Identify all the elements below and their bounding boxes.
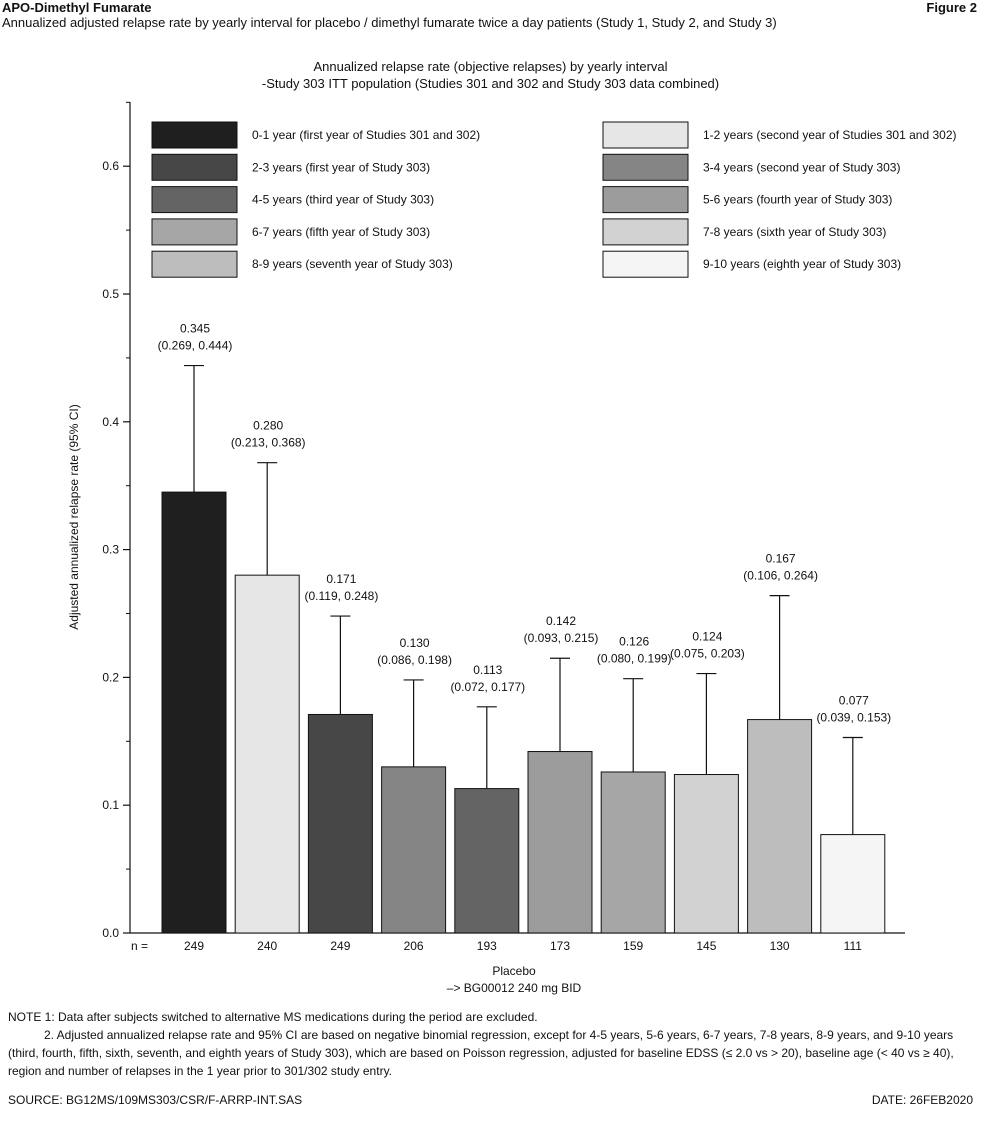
data-label-value: 0.142 (546, 614, 576, 628)
legend-swatch (151, 121, 238, 149)
data-label-ci: (0.072, 0.177) (450, 680, 525, 694)
n-value: 240 (257, 939, 277, 953)
data-label-ci: (0.269, 0.444) (158, 339, 233, 353)
n-value: 249 (184, 939, 204, 953)
data-label-value: 0.345 (180, 322, 210, 336)
data-label-ci: (0.080, 0.199) (597, 652, 672, 666)
n-label: n = (131, 939, 148, 953)
legend-swatch (602, 250, 689, 278)
n-value: 159 (623, 939, 643, 953)
y-tick-label: 0.2 (102, 670, 119, 684)
data-label-value: 0.113 (473, 663, 502, 677)
data-label-ci: (0.039, 0.153) (816, 710, 891, 724)
y-tick-label: 0.4 (102, 415, 119, 429)
y-axis-label: Adjusted annualized relapse rate (95% CI… (67, 404, 81, 629)
legend-label: 4-5 years (third year of Study 303) (252, 193, 434, 207)
x-axis-label-line-1: Placebo (492, 964, 536, 978)
legend-swatch (602, 186, 689, 214)
chart-title: Annualized relapse rate (objective relap… (0, 58, 981, 92)
chart-title-line-1: Annualized relapse rate (objective relap… (313, 59, 668, 74)
legend-swatch (151, 153, 238, 181)
data-label-ci: (0.106, 0.264) (743, 569, 818, 583)
footnote-2: 2. Adjusted annualized relapse rate and … (8, 1028, 954, 1078)
bar (673, 774, 739, 934)
data-label-ci: (0.086, 0.198) (377, 653, 452, 667)
legend-label: 3-4 years (second year of Study 303) (703, 160, 900, 174)
n-value: 130 (770, 939, 790, 953)
legend-label: 7-8 years (sixth year of Study 303) (703, 225, 886, 239)
source-line: SOURCE: BG12MS/109MS303/CSR/F-ARRP-INT.S… (8, 1093, 303, 1107)
y-tick-label: 0.0 (102, 926, 119, 940)
legend-swatch (151, 250, 238, 278)
bar (820, 834, 886, 934)
bar (161, 491, 227, 934)
x-axis-label-line-2: –> BG00012 240 mg BID (447, 981, 582, 995)
legend-label: 9-10 years (eighth year of Study 303) (703, 257, 901, 271)
document-subtitle: Annualized adjusted relapse rate by year… (2, 15, 777, 30)
footnotes: NOTE 1: Data after subjects switched to … (8, 1008, 974, 1080)
legend-label: 2-3 years (first year of Study 303) (252, 160, 430, 174)
data-label-ci: (0.119, 0.248) (304, 589, 378, 603)
legend-label: 0-1 year (first year of Studies 301 and … (252, 128, 480, 142)
footnote-1: NOTE 1: Data after subjects switched to … (8, 1010, 538, 1024)
legend-swatch (151, 218, 238, 246)
bar (747, 719, 813, 934)
legend-label: 5-6 years (fourth year of Study 303) (703, 193, 892, 207)
date-line: DATE: 26FEB2020 (871, 1093, 973, 1107)
data-label-value: 0.126 (619, 635, 649, 649)
n-value: 145 (696, 939, 716, 953)
legend-label: 6-7 years (fifth year of Study 303) (252, 225, 430, 239)
bar (454, 788, 520, 934)
n-value: 173 (550, 939, 570, 953)
data-label-ci: (0.075, 0.203) (670, 647, 745, 661)
legend-swatch (602, 153, 689, 181)
document-title: APO-Dimethyl Fumarate (2, 0, 152, 15)
y-tick-label: 0.6 (102, 159, 119, 173)
legend-swatch (151, 186, 238, 214)
data-label-ci: (0.213, 0.368) (231, 436, 306, 450)
legend-swatch (602, 121, 689, 149)
y-tick-label: 0.1 (102, 798, 119, 812)
n-value: 111 (844, 939, 863, 953)
bar (307, 713, 373, 934)
y-tick-label: 0.3 (102, 543, 119, 557)
legend-label: 1-2 years (second year of Studies 301 an… (703, 128, 957, 142)
data-label-ci: (0.093, 0.215) (524, 631, 599, 645)
legend-swatch (602, 218, 689, 246)
bar (381, 766, 447, 934)
chart-title-line-2: -Study 303 ITT population (Studies 301 a… (261, 76, 720, 91)
data-label-value: 0.077 (839, 693, 869, 707)
n-value: 249 (330, 939, 350, 953)
n-value: 193 (477, 939, 497, 953)
y-tick-label: 0.5 (102, 287, 119, 301)
figure-label: Figure 2 (926, 0, 977, 15)
data-label-value: 0.167 (766, 552, 796, 566)
n-value: 206 (404, 939, 424, 953)
bar-chart: 0.0 0.1 0.2 0.3 0.4 0.5 0.6 Adjusted annualized… (67, 101, 957, 995)
bar (234, 574, 300, 934)
data-label-value: 0.130 (400, 636, 430, 650)
data-label-value: 0.280 (253, 419, 283, 433)
data-label-value: 0.171 (326, 572, 356, 586)
data-label-value: 0.124 (692, 630, 722, 644)
bar (600, 771, 666, 934)
bar (527, 751, 593, 934)
legend-label: 8-9 years (seventh year of Study 303) (252, 257, 453, 271)
